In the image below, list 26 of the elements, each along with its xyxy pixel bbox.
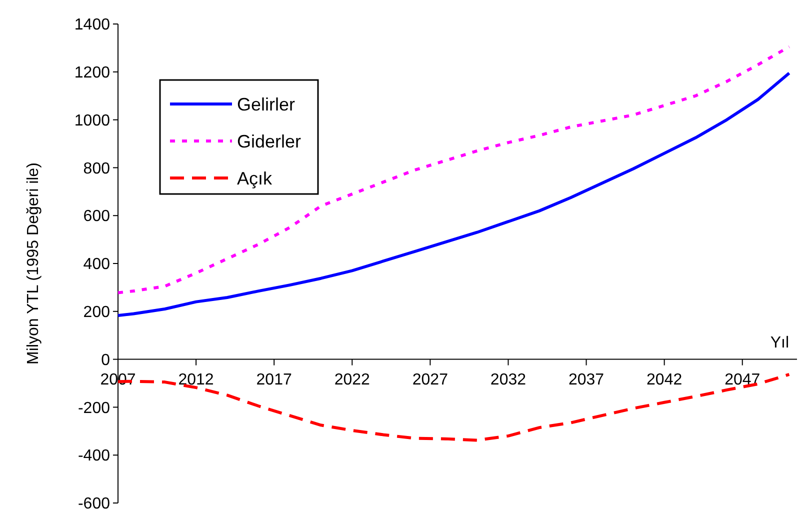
x-tick-label: 2012 (178, 371, 214, 388)
x-tick-label: 2047 (724, 371, 760, 388)
x-tick-label: 2027 (412, 371, 448, 388)
y-tick-label: 0 (101, 352, 110, 369)
y-tick-label: 400 (83, 256, 110, 274)
x-tick-label: 2017 (256, 371, 292, 388)
legend-label: Giderler (237, 131, 302, 152)
x-tick-label: 2022 (334, 371, 370, 388)
y-tick-label: 1000 (74, 112, 110, 130)
y-tick-label: 1200 (74, 64, 110, 82)
y-axis-title: Milyon YTL (1995 Değeri ile) (25, 162, 42, 364)
y-tick-label: 600 (83, 208, 110, 226)
y-tick-label: -600 (78, 496, 110, 513)
line-series (116, 45, 791, 294)
y-tick-label: 200 (83, 304, 110, 321)
y-tick-label: -200 (78, 400, 110, 417)
x-tick-label: 2037 (568, 371, 604, 388)
y-tick-label: 1400 (74, 16, 110, 34)
y-tick-label: -400 (78, 448, 110, 465)
legend-label: Açık (237, 168, 274, 188)
line-series (116, 72, 791, 317)
x-tick-label: 2042 (646, 371, 682, 388)
x-tick-label: 2032 (490, 371, 526, 388)
x-axis-title: Yıl (770, 334, 789, 352)
legend-label: Gelirler (237, 94, 296, 114)
y-tick-label: 800 (83, 160, 110, 178)
